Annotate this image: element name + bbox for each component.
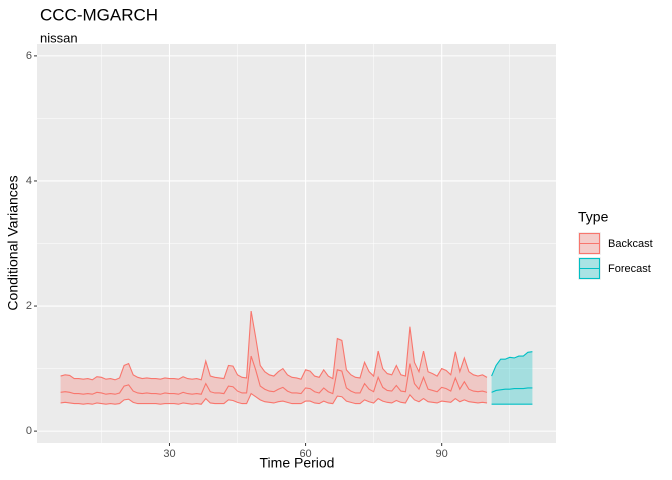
legend-title: Type <box>578 209 609 225</box>
chart-title: CCC-MGARCH <box>40 5 158 24</box>
series-line <box>60 355 488 395</box>
series-line <box>491 387 533 393</box>
legend-label: Backcast <box>608 238 653 250</box>
x-axis-label: Time Period <box>260 455 335 471</box>
y-tick-label: 0 <box>26 425 32 437</box>
y-tick-label: 2 <box>26 300 32 312</box>
x-tick-label: 30 <box>163 448 175 460</box>
ribbon-fill <box>491 351 533 405</box>
ribbon-lower <box>60 392 488 405</box>
ribbon-upper <box>491 351 533 377</box>
y-tick-label: 4 <box>26 175 32 187</box>
x-tick-label: 60 <box>299 448 311 460</box>
legend-label: Forecast <box>608 263 651 275</box>
x-tick-label: 90 <box>436 448 448 460</box>
y-axis-label: Conditional Variances <box>5 175 21 310</box>
ribbon-upper <box>60 310 488 381</box>
ribbon-fill <box>60 311 488 405</box>
chart-subtitle: nissan <box>40 30 78 45</box>
y-tick-label: 6 <box>26 50 32 62</box>
